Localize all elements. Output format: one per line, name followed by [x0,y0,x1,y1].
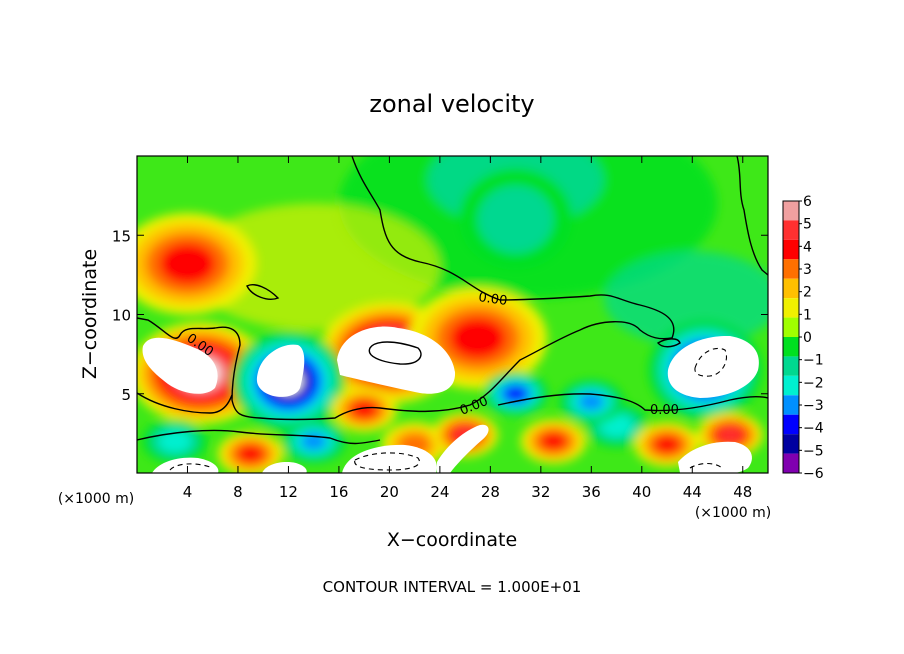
x-tick-label: 20 [380,483,399,501]
y-tick-label: 15 [112,227,131,245]
field-contour-fill [578,392,605,411]
field-contour-fill [158,430,192,453]
contour-interval-note: CONTOUR INTERVAL = 1.000E+01 [323,578,582,596]
x-tick-label: 32 [531,483,550,501]
field-contour-fill [477,185,554,254]
y-axis-unit: (×1000 m) [58,491,134,507]
zero-contour [137,156,675,421]
y-tick-label: 5 [121,386,131,404]
y-axis-label: Z−coordinate [79,249,101,379]
negative-contour [169,463,211,471]
colorbar-swatch [783,356,799,376]
y-tick-label: 10 [112,307,131,325]
colorbar-swatch [783,278,799,299]
field-contour-fill [449,317,506,359]
colorbar-label: −1 [803,353,824,369]
x-tick-label: 36 [582,483,601,501]
colorbar-label: 4 [803,239,812,255]
saturated-region [337,326,456,394]
saturated-region [342,444,437,473]
field-contour-fill [540,432,567,451]
colorbar-swatch [783,414,799,435]
saturated-region [142,337,218,394]
colorbar-label: 1 [803,307,812,323]
field-contour-fill [159,243,216,285]
x-axis-unit: (×1000 m) [695,505,771,521]
field-region [187,203,440,331]
colorbar-swatch [783,337,799,357]
colorbar-swatch [783,298,799,318]
plot-area: 0.00 0.00 0.00 0.00 [137,156,768,473]
colorbar-swatch [783,395,799,415]
colorbar-label: 3 [803,262,812,278]
x-axis-label: X−coordinate [387,529,517,551]
zero-contour [137,429,381,445]
saturated-regions [142,326,759,473]
x-tick-label: 8 [233,483,243,501]
colorbar-swatch [783,375,799,396]
x-tick-label: 4 [183,483,193,501]
x-tick-label: 48 [733,483,752,501]
positive-contour [368,341,422,365]
colorbar-label: −5 [803,443,824,459]
colorbar-label: −4 [803,421,824,437]
colorbar-label: 0 [803,330,812,346]
saturated-region [678,441,752,473]
negative-contour [694,347,728,377]
x-tick-label: 24 [430,483,449,501]
field-region [603,251,768,347]
colorbar: 6 5 4 3 2 1 0 −1 −2 −3 −4 −5 −6 [782,194,824,482]
colorbar-swatch [783,220,799,240]
colorbar-swatch [783,434,799,454]
field-contour-fill [237,445,264,463]
zero-contour [736,156,768,276]
colorbar-swatch [783,239,799,260]
colorbar-label: −6 [803,466,824,482]
negative-contour [354,452,420,471]
saturated-region [256,344,305,397]
zero-contour [137,392,233,414]
field-contour-fill [653,435,681,454]
colorbar-swatch [783,453,799,473]
colorbar-swatch [783,201,799,221]
field-contour-fill [719,427,742,443]
zero-contour [656,338,681,348]
colorbar-label: −2 [803,375,824,391]
saturated-region [667,335,759,398]
colorbar-label: 6 [803,194,812,210]
saturated-region [262,462,307,473]
field-contour-fill [300,432,327,451]
x-tick-label: 28 [481,483,500,501]
zero-contour [497,393,768,412]
x-tick-label: 16 [329,483,348,501]
contour-label: 0.00 [650,403,679,418]
contour-label: 0.00 [477,290,508,309]
contour-lines [137,156,768,445]
zero-contour [246,284,280,300]
saturated-region [152,457,219,473]
x-tick-label: 12 [279,483,298,501]
colorbar-label: 5 [803,217,812,233]
colorbar-swatch [783,317,799,337]
chart-title: zonal velocity [369,90,534,118]
colorbar-swatch [783,259,799,279]
field-contour-fill [351,400,378,419]
field-contour-fill [504,386,527,402]
colorbar-label: −3 [803,398,824,414]
x-tick-label: 40 [632,483,651,501]
colorbar-label: 2 [803,285,812,301]
x-tick-label: 44 [683,483,702,501]
saturated-region [437,424,489,473]
